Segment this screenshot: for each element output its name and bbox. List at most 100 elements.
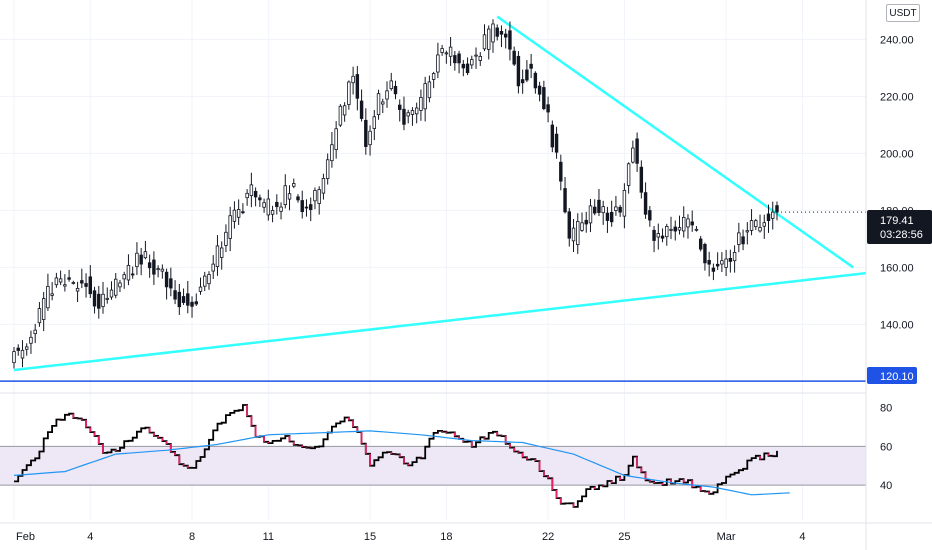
rsi-tick-label: 60 xyxy=(880,441,892,453)
candle-up xyxy=(376,93,381,116)
price-badges: 179.41 03:28:56 120.10 xyxy=(867,210,932,384)
candle-up xyxy=(385,90,389,100)
candle-down xyxy=(597,199,601,213)
candle-down xyxy=(393,85,398,95)
candle-down xyxy=(537,85,542,95)
candle-down xyxy=(169,278,173,289)
candle-up xyxy=(342,105,347,116)
candle-up xyxy=(270,210,275,215)
candle-up xyxy=(12,351,16,364)
time-tick-label: 11 xyxy=(263,531,274,543)
trendlines xyxy=(0,15,867,382)
support-trendline xyxy=(13,271,867,372)
time-tick-label: 25 xyxy=(618,531,630,543)
candle-down xyxy=(618,206,622,213)
candle-up xyxy=(266,198,271,216)
candle-down xyxy=(711,267,716,272)
rsi-band-fill xyxy=(0,446,866,486)
candle-down xyxy=(398,104,402,110)
candle-up xyxy=(219,247,224,258)
rsi-band xyxy=(0,445,866,486)
candle-up xyxy=(101,293,105,307)
candle-up xyxy=(487,28,491,50)
candle-up xyxy=(347,81,351,105)
candle-down xyxy=(275,201,279,208)
candle-down xyxy=(300,200,304,213)
candle-down xyxy=(457,53,461,64)
candle-down xyxy=(253,190,258,198)
candle-up xyxy=(63,284,67,287)
candle-up xyxy=(419,97,423,111)
candle-up xyxy=(160,268,165,272)
candle-up xyxy=(580,222,584,231)
price-tick-label: 160.00 xyxy=(880,262,914,274)
candle-down xyxy=(84,283,88,287)
candle-up xyxy=(427,81,432,99)
candle-up xyxy=(576,221,580,245)
candle-up xyxy=(292,183,296,187)
candle-down xyxy=(499,30,504,35)
candle-down xyxy=(364,119,368,147)
candle-down xyxy=(164,271,169,288)
candle-up xyxy=(114,278,118,296)
candle-down xyxy=(660,235,665,239)
candle-up xyxy=(749,220,754,231)
candle-up xyxy=(588,205,593,224)
candle-up xyxy=(720,260,724,265)
candle-down xyxy=(703,243,707,264)
candle-down xyxy=(559,161,563,182)
currency-button[interactable]: USDT xyxy=(886,4,920,22)
price-tick-label: 200.00 xyxy=(880,148,914,160)
candle-down xyxy=(648,210,652,221)
candle-up xyxy=(482,34,487,50)
candle-down xyxy=(181,296,186,303)
candle-up xyxy=(436,54,440,73)
candle-down xyxy=(402,108,406,125)
candle-up xyxy=(745,230,750,233)
candle-up xyxy=(470,59,474,66)
candle-down xyxy=(495,27,499,37)
candle-up xyxy=(236,209,241,218)
candle-down xyxy=(516,55,521,87)
candle-down xyxy=(67,277,71,280)
level-price-label: 120.10 xyxy=(880,371,914,383)
candle-up xyxy=(156,268,160,271)
candle-down xyxy=(355,74,360,99)
candle-up xyxy=(656,233,661,238)
candle-down xyxy=(584,219,588,225)
candle-down xyxy=(309,204,313,211)
candle-down xyxy=(465,63,470,74)
candle-down xyxy=(97,293,101,309)
candle-up xyxy=(724,258,728,268)
candle-down xyxy=(690,221,694,226)
candle-down xyxy=(643,192,648,215)
candle-up xyxy=(20,349,25,359)
candle-down xyxy=(529,63,533,69)
candle-up xyxy=(29,336,33,344)
candle-up xyxy=(25,346,29,350)
candle-up xyxy=(571,227,576,242)
candle-up xyxy=(262,202,266,208)
candle-up xyxy=(669,228,673,231)
candle-down xyxy=(563,188,567,213)
candle-up xyxy=(622,189,627,217)
candles xyxy=(12,19,779,369)
candle-up xyxy=(601,206,605,214)
candle-up xyxy=(135,252,139,268)
candle-down xyxy=(512,50,516,65)
time-tick-label: 18 xyxy=(440,531,452,543)
candle-down xyxy=(80,280,84,284)
candle-down xyxy=(550,124,555,148)
candle-down xyxy=(152,259,156,275)
candle-up xyxy=(313,190,317,202)
candle-down xyxy=(461,63,466,69)
price-tick-label: 240.00 xyxy=(880,34,914,46)
candle-up xyxy=(245,192,249,199)
candle-up xyxy=(109,289,114,298)
candle-up xyxy=(118,282,122,288)
candle-up xyxy=(279,206,283,212)
candle-up xyxy=(283,185,287,206)
